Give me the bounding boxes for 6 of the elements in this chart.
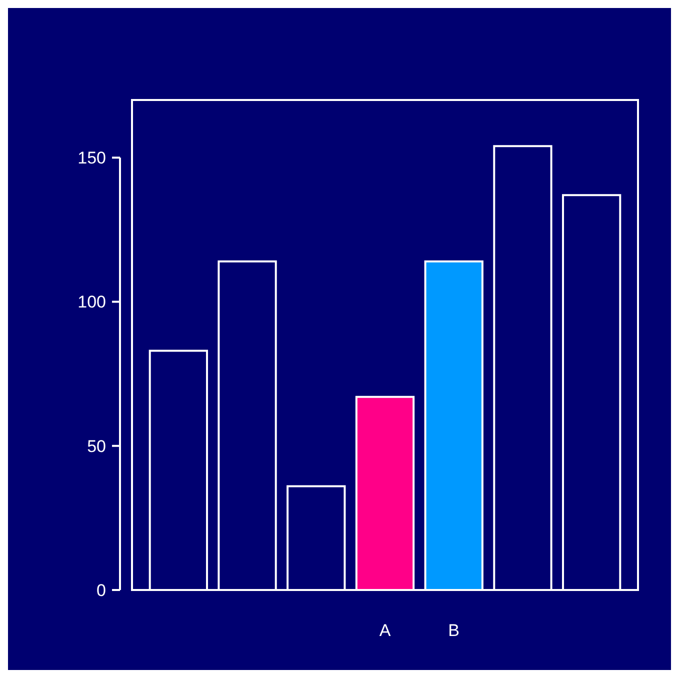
y-tick-label: 0 [96, 580, 106, 600]
y-tick-label: 100 [78, 292, 106, 312]
x-tick-label: A [379, 620, 392, 640]
x-tick-label: B [448, 620, 460, 640]
y-tick-label: 50 [87, 436, 106, 456]
y-tick-label: 150 [78, 148, 106, 168]
